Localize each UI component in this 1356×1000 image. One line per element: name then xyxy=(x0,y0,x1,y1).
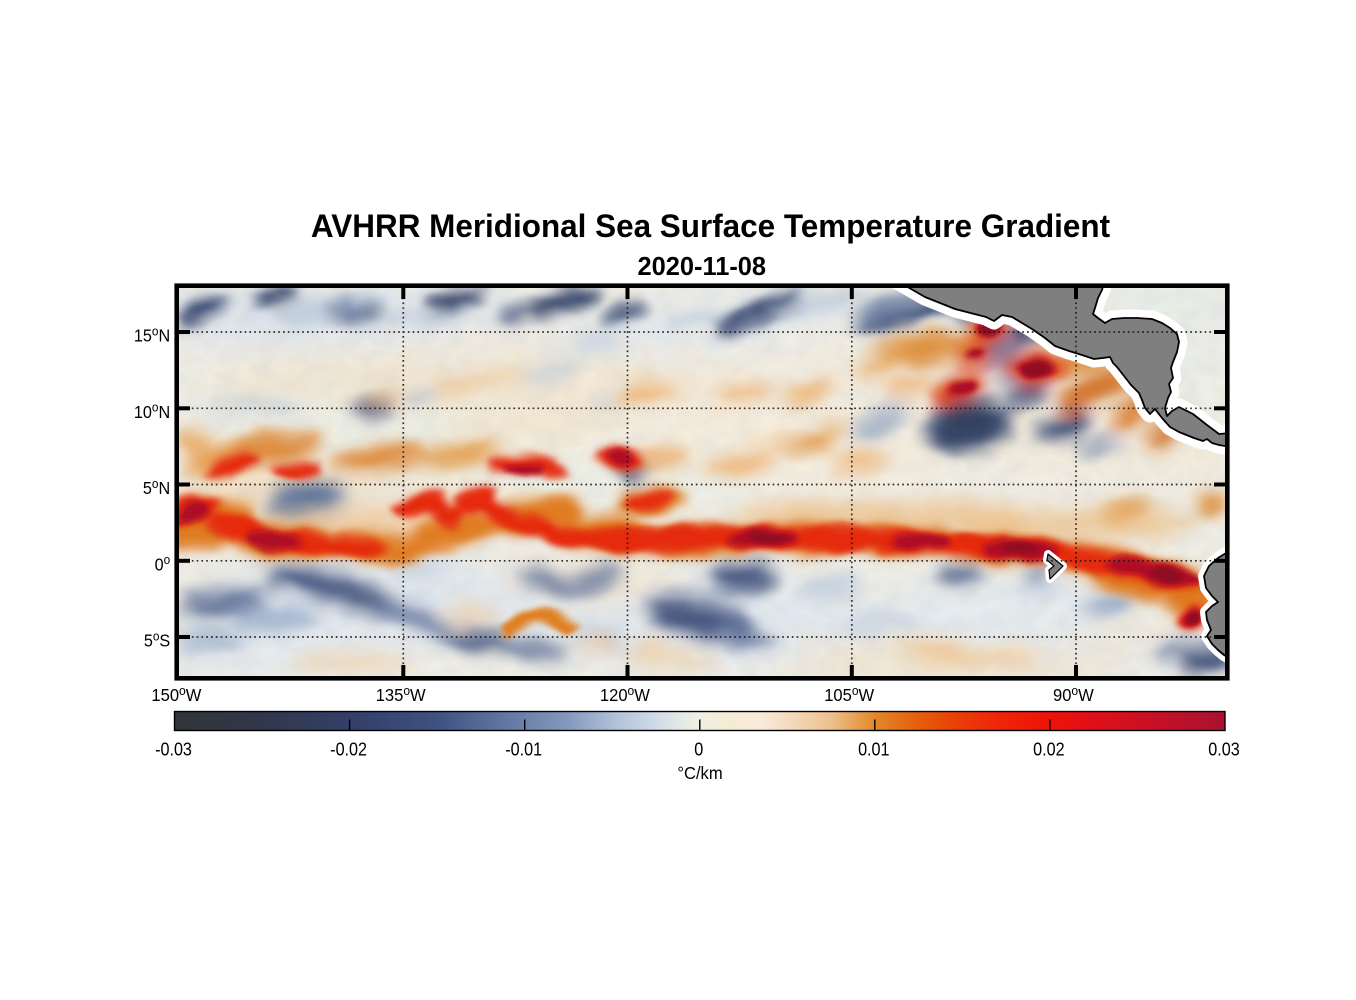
svg-text:0.03: 0.03 xyxy=(1208,738,1239,759)
svg-text:15oN: 15oN xyxy=(134,324,170,346)
svg-text:2020-11-08: 2020-11-08 xyxy=(638,253,766,281)
svg-text:90oW: 90oW xyxy=(1053,683,1095,705)
svg-text:0.02: 0.02 xyxy=(1033,738,1064,759)
svg-text:5oN: 5oN xyxy=(143,476,170,498)
svg-text:0.01: 0.01 xyxy=(858,738,889,759)
svg-text:0o: 0o xyxy=(155,553,171,575)
svg-text:-0.01: -0.01 xyxy=(505,738,542,759)
svg-text:-0.02: -0.02 xyxy=(330,738,367,759)
svg-text:-0.03: -0.03 xyxy=(155,738,192,759)
svg-text:°C/km: °C/km xyxy=(677,762,722,783)
svg-text:120oW: 120oW xyxy=(600,683,651,705)
svg-text:105oW: 105oW xyxy=(824,683,875,705)
svg-text:5oS: 5oS xyxy=(144,629,170,651)
svg-text:AVHRR Meridional Sea Surface T: AVHRR Meridional Sea Surface Temperature… xyxy=(311,208,1110,245)
svg-text:150oW: 150oW xyxy=(151,683,202,705)
svg-text:0: 0 xyxy=(694,738,703,759)
svg-text:10oN: 10oN xyxy=(134,400,170,422)
svg-text:135oW: 135oW xyxy=(376,683,427,705)
